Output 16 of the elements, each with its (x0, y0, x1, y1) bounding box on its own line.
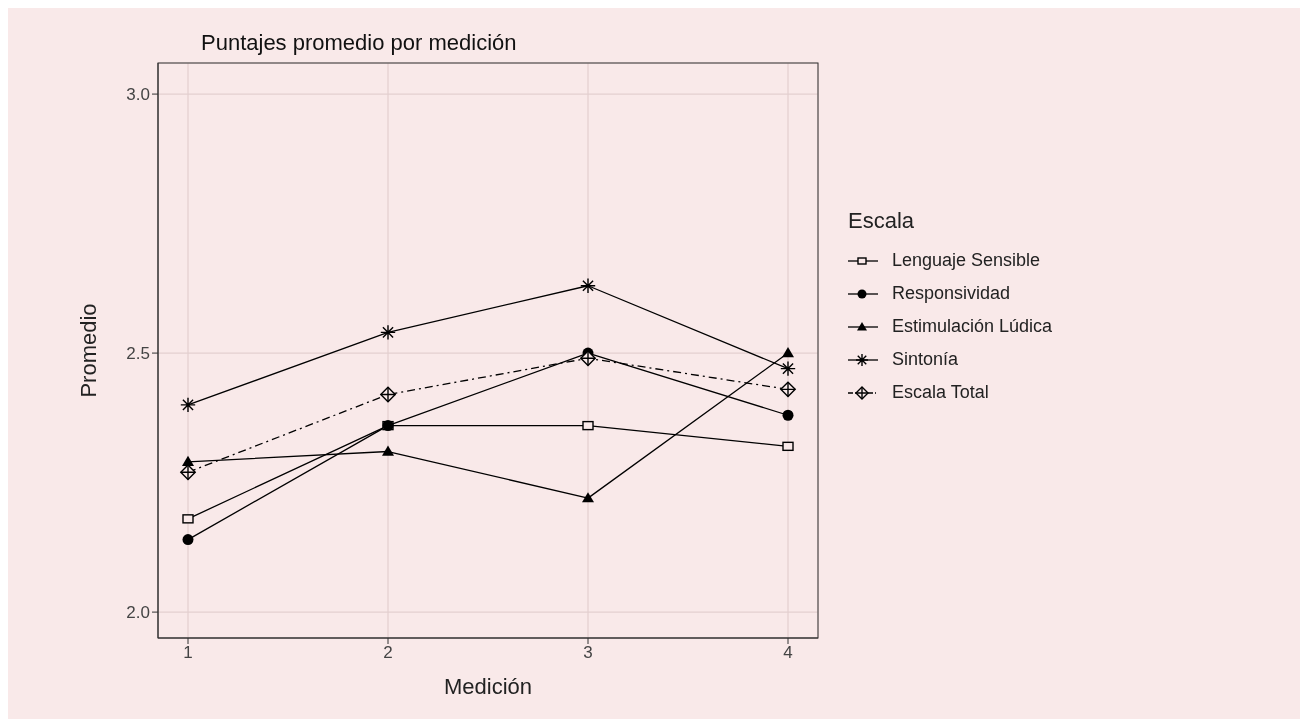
legend-label: Lenguaje Sensible (892, 250, 1041, 271)
x-tick-label: 2 (383, 643, 393, 663)
legend-label: Sintonía (892, 349, 959, 370)
legend-label: Responsividad (892, 283, 1011, 304)
chart-title: Puntajes promedio por medición (201, 30, 517, 56)
x-axis-title: Medición (443, 674, 533, 699)
legend-title: Escala (848, 208, 916, 234)
y-tick-label: 3.0 (126, 85, 150, 105)
y-tick-label: 2.5 (126, 344, 150, 364)
y-axis-title: Promedio (75, 303, 101, 398)
x-tick-label: 3 (583, 643, 593, 663)
x-tick-label: 1 (183, 643, 193, 663)
legend-label: Escala Total (892, 382, 989, 403)
x-tick-label: 4 (783, 643, 793, 663)
legend-label: Estimulación Lúdica (892, 316, 1053, 337)
y-tick-label: 2.0 (126, 603, 150, 623)
